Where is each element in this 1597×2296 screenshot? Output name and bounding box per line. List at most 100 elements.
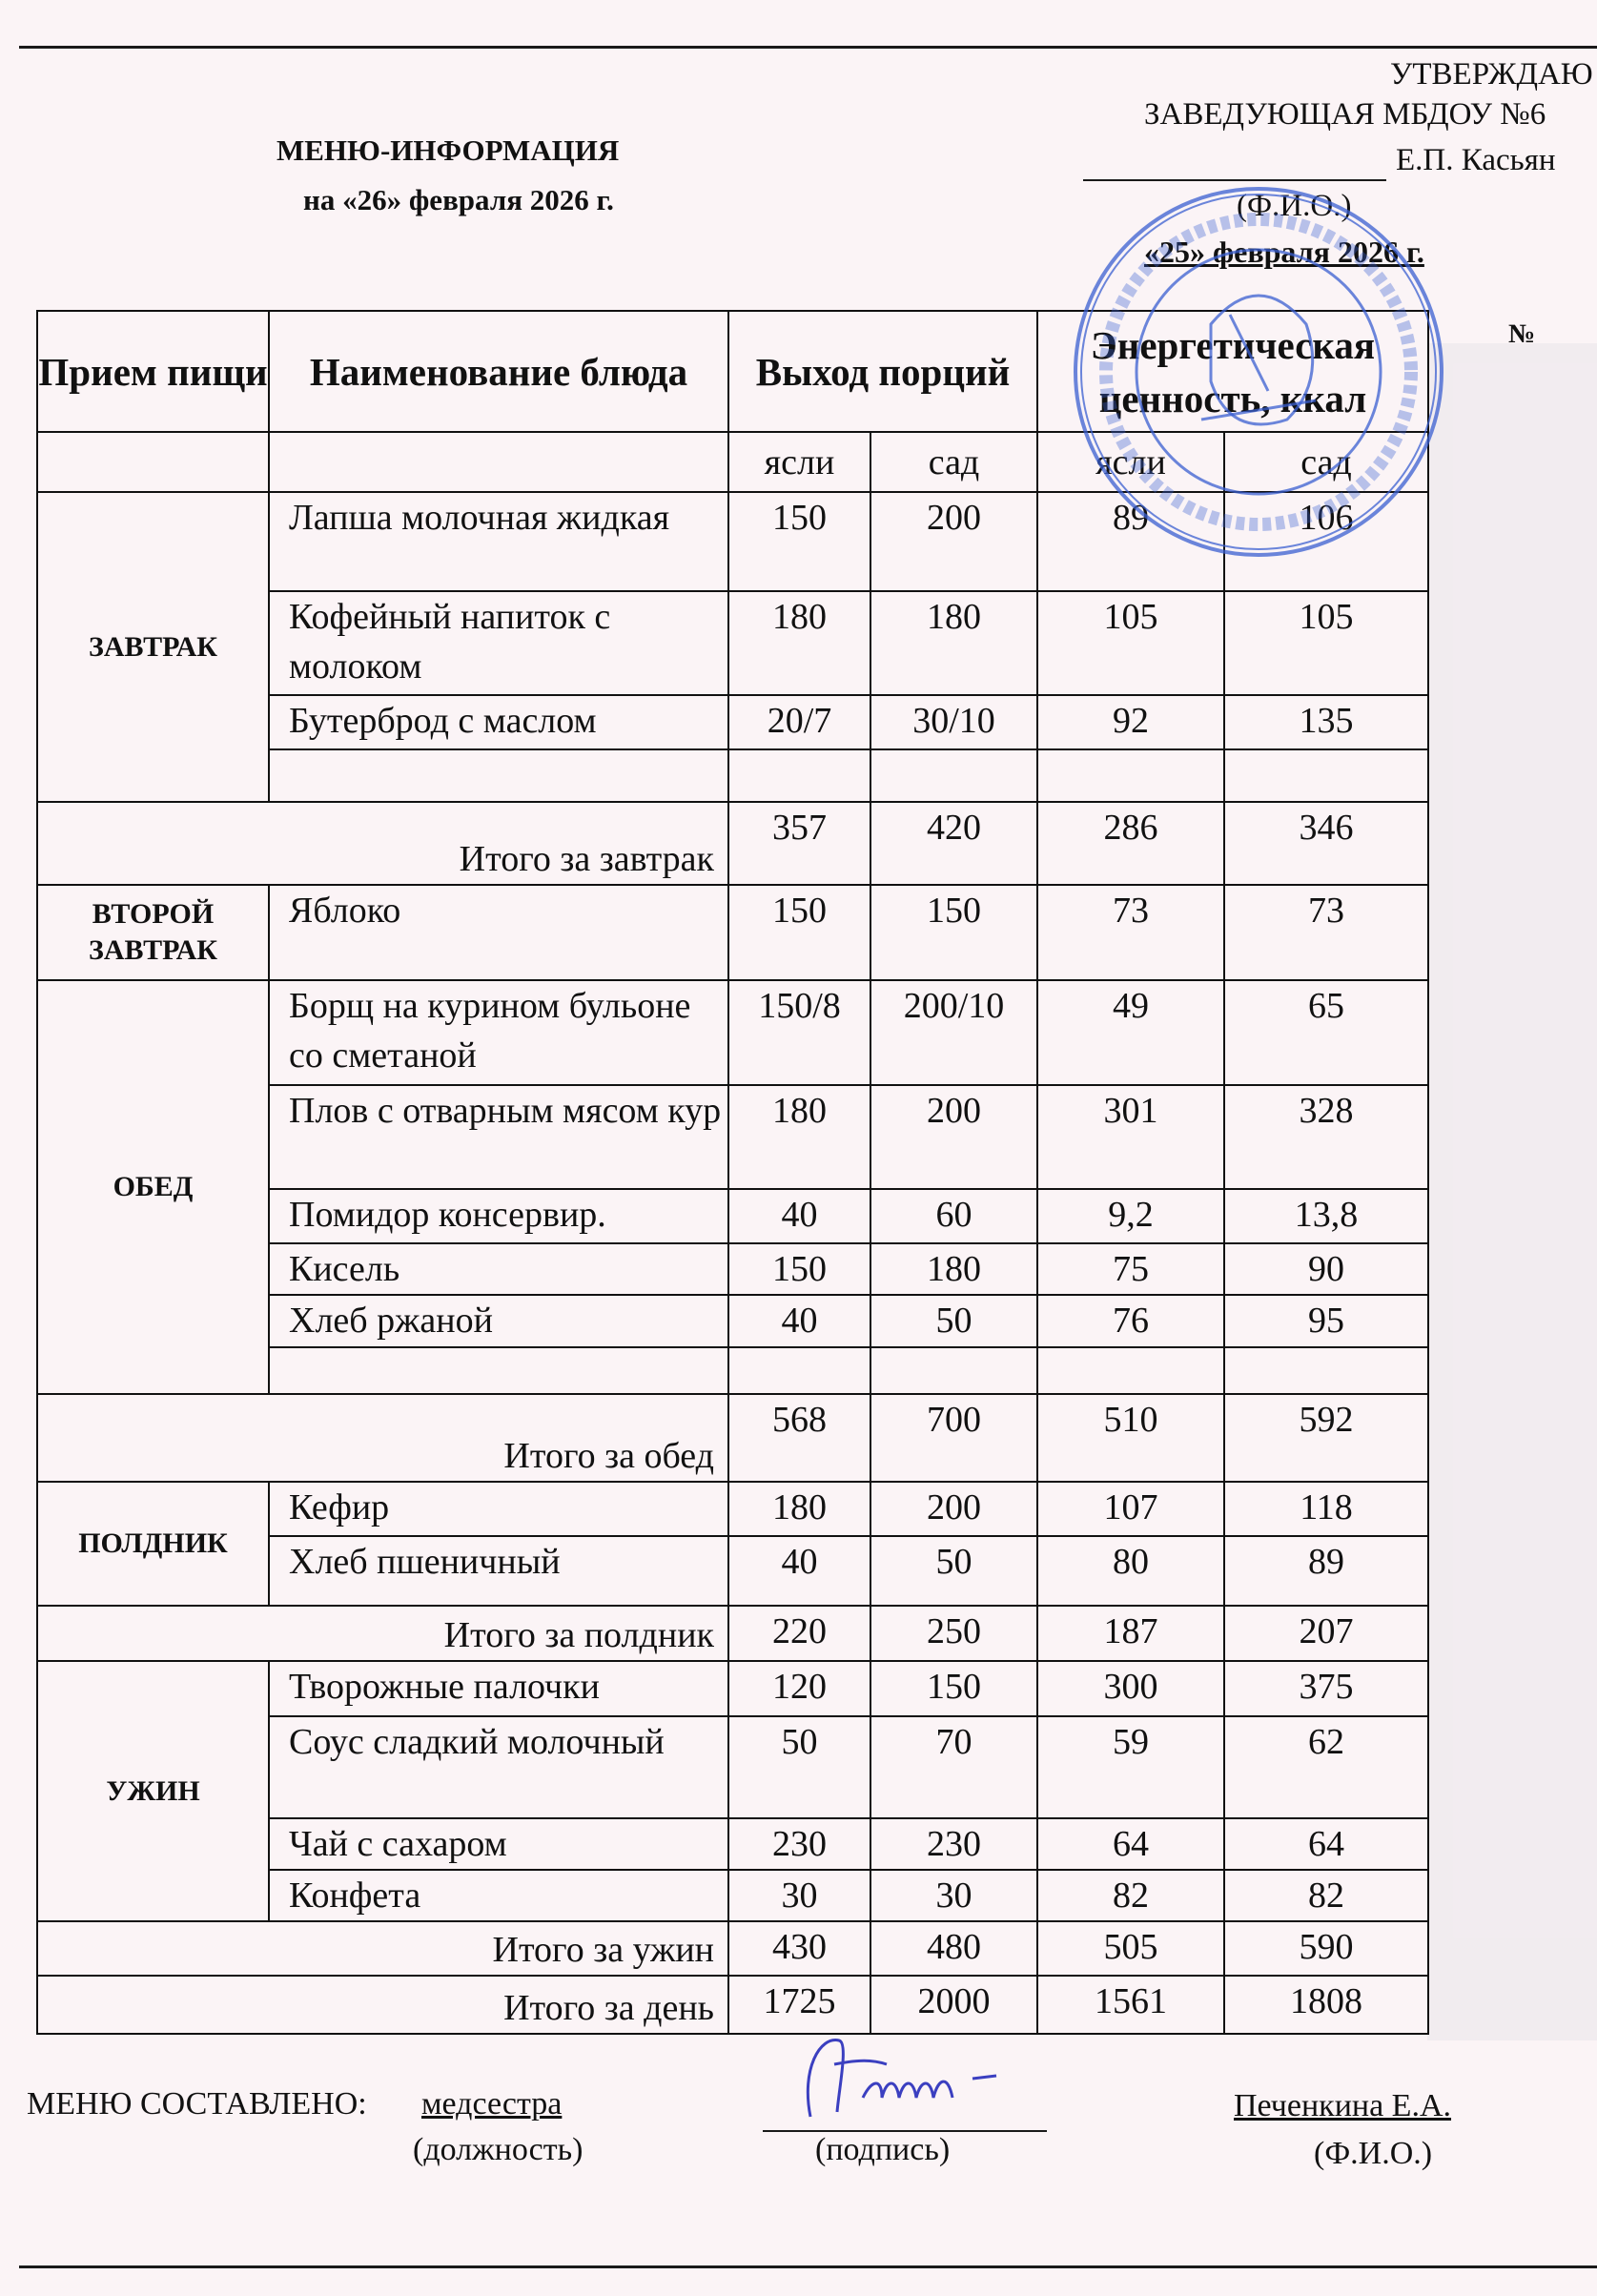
table-header-row: Прием пищи Наименование блюда Выход порц… — [36, 310, 1429, 433]
handwritten-signature — [806, 2039, 997, 2118]
output-kindergarten — [870, 748, 1038, 803]
total-energy-nursery: 505 — [1036, 1920, 1225, 1977]
energy-nursery: 92 — [1036, 694, 1225, 750]
energy-nursery — [1036, 1346, 1225, 1395]
total-output-nursery: 568 — [727, 1393, 871, 1483]
total-row: Итого за день 1725 2000 1561 1808 — [36, 1975, 1429, 2035]
output-nursery: 180 — [727, 1084, 871, 1190]
dish-name: Помидор консервир. — [268, 1188, 729, 1244]
bleed-through-area — [1427, 343, 1597, 2040]
table-row: Плов с отварным мясом кур 180 200 301 328 — [37, 1084, 1429, 1190]
energy-nursery — [1036, 748, 1225, 803]
output-nursery: 180 — [727, 1481, 871, 1537]
empty-cell — [268, 431, 729, 493]
signature-line — [763, 2130, 1047, 2132]
energy-kindergarten: 328 — [1223, 1084, 1429, 1190]
table-row: Хлеб ржаной 40 50 76 95 — [37, 1294, 1429, 1348]
energy-nursery: 89 — [1036, 491, 1225, 592]
meal-name: ВТОРОЙ ЗАВТРАК — [36, 884, 270, 981]
output-kindergarten — [870, 1346, 1038, 1395]
dish-name: Борщ на курином бульоне со сметаной — [268, 979, 729, 1086]
energy-kindergarten: 62 — [1223, 1715, 1429, 1819]
dish-name: Соус сладкий молочный — [268, 1715, 729, 1819]
approver-name: Е.П. Касьян — [1396, 143, 1556, 177]
output-nursery: 40 — [727, 1188, 871, 1244]
meal-name: ПОЛДНИК — [36, 1481, 270, 1607]
meal-name: ОБЕД — [36, 979, 270, 1395]
output-kindergarten: 50 — [870, 1294, 1038, 1348]
output-kindergarten: 180 — [870, 590, 1038, 696]
output-nursery: 150 — [727, 491, 871, 592]
energy-kindergarten: 65 — [1223, 979, 1429, 1086]
output-kindergarten: 200 — [870, 1084, 1038, 1190]
total-energy-nursery: 286 — [1036, 801, 1225, 886]
sub-output-nursery: ясли — [727, 431, 871, 493]
total-output-kindergarten: 480 — [870, 1920, 1038, 1977]
energy-kindergarten: 106 — [1223, 491, 1429, 592]
output-kindergarten: 200/10 — [870, 979, 1038, 1086]
position-caption: (должность) — [413, 2132, 584, 2167]
total-label: Итого за ужин — [36, 1920, 729, 1977]
header-output: Выход порций — [727, 310, 1038, 433]
output-nursery: 150 — [727, 1242, 871, 1296]
dish-name: Чай с сахаром — [268, 1817, 729, 1871]
total-output-nursery: 1725 — [727, 1975, 871, 2035]
output-nursery: 40 — [727, 1294, 871, 1348]
table-row: Кофейный напиток с молоком 180 180 105 105 — [37, 590, 1429, 696]
total-energy-kindergarten: 207 — [1223, 1605, 1429, 1662]
approver-position: ЗАВЕДУЮЩАЯ МБДОУ №6 — [1144, 97, 1546, 132]
output-nursery — [727, 748, 871, 803]
output-nursery: 50 — [727, 1715, 871, 1819]
energy-kindergarten: 13,8 — [1223, 1188, 1429, 1244]
energy-kindergarten: 135 — [1223, 694, 1429, 750]
energy-kindergarten: 82 — [1223, 1869, 1429, 1922]
dish-name: Бутерброд с маслом — [268, 694, 729, 750]
output-nursery: 150/8 — [727, 979, 871, 1086]
total-energy-kindergarten: 1808 — [1223, 1975, 1429, 2035]
top-rule — [19, 46, 1597, 49]
total-label: Итого за завтрак — [36, 801, 729, 886]
side-number: № — [1508, 319, 1536, 349]
approve-label: УТВЕРЖДАЮ — [1390, 57, 1593, 92]
output-nursery: 230 — [727, 1817, 871, 1871]
total-output-nursery: 430 — [727, 1920, 871, 1977]
table-row: ПОЛДНИК Кефир 180 200 107 118 — [36, 1481, 1429, 1607]
header-dish: Наименование блюда — [268, 310, 729, 433]
meal-name: УЖИН — [36, 1660, 270, 1922]
total-output-kindergarten: 420 — [870, 801, 1038, 886]
header-meal: Прием пищи — [36, 310, 270, 433]
output-kindergarten: 30/10 — [870, 694, 1038, 750]
energy-nursery: 59 — [1036, 1715, 1225, 1819]
sub-energy-kindergarten: сад — [1223, 431, 1429, 493]
composed-label: МЕНЮ СОСТАВЛЕНО: — [27, 2086, 367, 2122]
output-nursery — [727, 1346, 871, 1395]
energy-kindergarten: 90 — [1223, 1242, 1429, 1296]
output-kindergarten: 150 — [870, 884, 1038, 981]
total-row: Итого за завтрак 357 420 286 346 — [36, 801, 1429, 886]
dish-name: Лапша молочная жидкая — [268, 491, 729, 592]
header-energy: Энергетическая ценность, ккал — [1036, 310, 1429, 433]
output-kindergarten: 230 — [870, 1817, 1038, 1871]
energy-kindergarten: 105 — [1223, 590, 1429, 696]
energy-kindergarten: 73 — [1223, 884, 1429, 981]
energy-nursery: 64 — [1036, 1817, 1225, 1871]
table-row: УЖИН Творожные палочки 120 150 300 375 — [36, 1660, 1429, 1922]
energy-kindergarten: 64 — [1223, 1817, 1429, 1871]
composer-name: Печенкина Е.А. — [1234, 2088, 1452, 2123]
table-row: ВТОРОЙ ЗАВТРАК Яблоко 150 150 73 73 — [36, 884, 1429, 981]
output-kindergarten: 180 — [870, 1242, 1038, 1296]
energy-kindergarten: 375 — [1223, 1660, 1429, 1717]
total-row: Итого за полдник 220 250 187 207 — [36, 1605, 1429, 1662]
table-row: ЗАВТРАК Лапша молочная жидкая 150 200 89 106 — [36, 491, 1429, 803]
dish-name: Хлеб ржаной — [268, 1294, 729, 1348]
dish-name: Яблоко — [268, 884, 729, 981]
total-energy-nursery: 510 — [1036, 1393, 1225, 1483]
dish-name: Плов с отварным мясом кур — [268, 1084, 729, 1190]
total-row: Итого за обед 568 700 510 592 — [36, 1393, 1429, 1483]
name-caption: (Ф.И.О.) — [1314, 2136, 1433, 2171]
total-label: Итого за полдник — [36, 1605, 729, 1662]
meal-name: ЗАВТРАК — [36, 491, 270, 803]
bottom-rule — [19, 2265, 1597, 2268]
dish-name — [268, 748, 729, 803]
total-label: Итого за день — [36, 1975, 729, 2035]
